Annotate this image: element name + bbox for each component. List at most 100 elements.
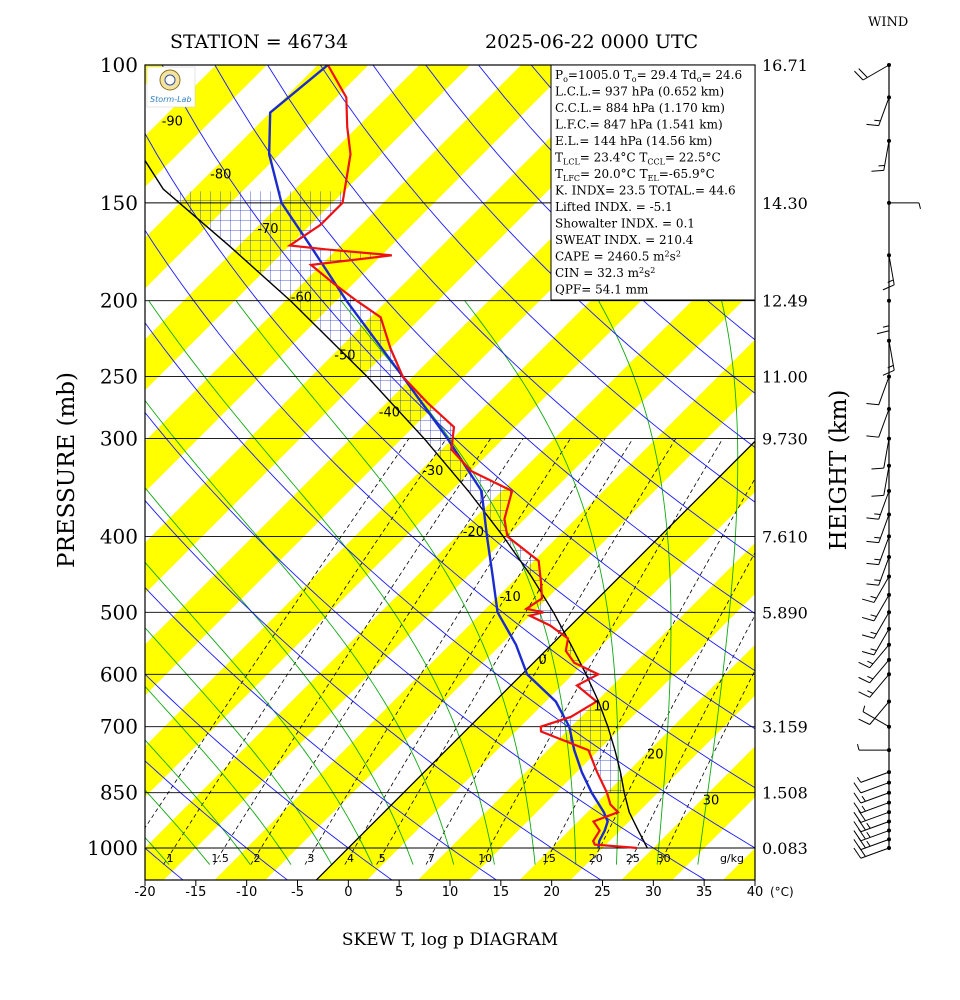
height-tick-label: 0.083	[762, 839, 808, 858]
mixing-ratio-label: 4	[347, 852, 354, 865]
wind-barb-half	[874, 119, 881, 122]
mixing-ratio-line	[213, 438, 491, 865]
wind-barb-half	[887, 279, 894, 283]
temperature-tick-label: -20	[134, 885, 155, 900]
temperature-tick-label: -5	[291, 885, 304, 900]
pressure-tick-label: 250	[100, 365, 138, 389]
dry-adiabat	[758, 29, 960, 880]
height-tick-label: 3.159	[762, 718, 808, 737]
isotherm-label: -80	[210, 168, 231, 183]
wind-barb-flag	[853, 782, 862, 794]
wind-barb-shaft	[883, 438, 890, 469]
isotherm-band	[621, 746, 755, 880]
pressure-tick-label: 300	[100, 427, 138, 451]
moist-adiabat	[145, 487, 414, 865]
mixing-ratio-line	[163, 438, 447, 865]
mixing-ratio-line	[544, 477, 755, 865]
pressure-tick-label: 600	[100, 662, 138, 686]
wind-barb-flag	[866, 435, 879, 438]
mixing-ratio-label: 7	[428, 852, 435, 865]
wind-barb-shaft	[883, 465, 890, 496]
mixing-ratio-label: 5	[379, 852, 386, 865]
wind-barb-half	[882, 325, 890, 328]
isotherm-labels: -90 -80 -70 -60 -50 -40 -30 -20 -10 0 10 20 30	[162, 114, 720, 808]
wind-barb-half	[866, 831, 871, 838]
isotherm-label: -70	[257, 222, 278, 237]
mixing-ratio-line	[250, 438, 524, 865]
zero-isotherm-line	[315, 440, 755, 880]
wind-barb-shaft	[869, 701, 890, 725]
pressure-axis-title: PRESSURE (mb)	[54, 372, 80, 568]
mixing-ratio-line	[425, 438, 677, 865]
moist-adiabat	[145, 789, 211, 865]
info-line: CAPE = 2460.5 m2s2	[555, 250, 681, 264]
wind-barb-flag	[861, 598, 875, 603]
wind-barb-shaft	[869, 659, 890, 684]
temperature-tick-label: 0	[344, 885, 352, 900]
temperature-curve	[286, 65, 638, 850]
dry-adiabat	[161, 65, 755, 672]
pressure-tick-label: 150	[100, 191, 138, 215]
temperature-tick-label: -10	[236, 885, 257, 900]
dewpoint-curve	[267, 65, 609, 849]
isobars	[145, 65, 755, 849]
wind-barb-flag	[858, 661, 870, 669]
wind-barb-flag	[861, 650, 875, 656]
mixing-ratio-label: 10	[478, 852, 492, 865]
height-tick-label: 11.00	[762, 368, 808, 387]
temperature-tick-label: 15	[493, 885, 510, 900]
wind-barb-flag	[871, 494, 884, 497]
mixing-ratio-label: 1.5	[211, 852, 229, 865]
wind-barb-half	[867, 690, 874, 694]
wind-barb-half	[856, 776, 862, 783]
isotherm-band	[723, 848, 755, 880]
wind-title: WIND	[868, 15, 908, 30]
wind-barb-shaft	[878, 408, 890, 438]
wind-barb-flag	[876, 330, 890, 335]
dry-adiabat	[145, 411, 707, 880]
info-line: TLFC= 20.0°C TEL=-65.9°C	[555, 167, 715, 183]
wind-barb-half	[857, 744, 860, 751]
svg-text:Storm-Lab: Storm-Lab	[150, 95, 192, 104]
moist-adiabat	[697, 300, 739, 865]
wind-barb-half	[887, 364, 894, 369]
mixing-ratio-label: 30	[657, 852, 671, 865]
pressure-tick-label: 500	[100, 600, 138, 624]
dry-adiabat	[145, 760, 289, 880]
temperature-tick-label: 20	[543, 885, 560, 900]
moist-adiabat	[145, 685, 292, 865]
mixing-ratio-unit: g/kg	[720, 852, 744, 865]
info-line: L.F.C.= 847 hPa (1.541 km)	[555, 118, 723, 132]
moist-adiabat	[145, 627, 333, 865]
wind-barb-half	[874, 579, 881, 582]
dry-adiabat	[145, 321, 755, 849]
wind-barb-flag	[853, 792, 862, 804]
diagram-title: SKEW T, log p DIAGRAM	[342, 930, 558, 950]
temperature-tick-label: 40	[747, 885, 764, 900]
wind-barb-flag	[871, 169, 884, 172]
isotherm-label: -60	[291, 290, 312, 305]
wind-barb-half	[918, 202, 921, 210]
info-line: E.L.= 144 hPa (14.56 km)	[555, 134, 712, 148]
dry-adiabat	[319, 65, 755, 503]
wind-barb-flag	[853, 811, 862, 823]
wind-barb-half	[870, 648, 877, 652]
info-line: K. INDX= 23.5 TOTAL.= 44.6	[555, 184, 736, 198]
isotherm-label: 30	[703, 794, 720, 809]
wind-barb-flag	[861, 634, 875, 639]
temperature-tick-label: -15	[185, 885, 206, 900]
wind-barb-flag	[866, 562, 879, 566]
temperature-unit: (°C)	[770, 885, 794, 899]
temperature-tick-label: 30	[645, 885, 662, 900]
wind-barb-flag	[866, 583, 879, 586]
moist-adiabat	[464, 300, 619, 865]
wind-barb-half	[874, 513, 881, 515]
isotherm-label: -50	[334, 349, 355, 364]
isotherm-label: -30	[422, 464, 443, 479]
isotherm-label: -20	[463, 525, 484, 540]
wind-barb-half	[862, 705, 866, 712]
info-line: TLCL= 23.4°C TCCL= 22.5°C	[555, 151, 721, 167]
cape-hatch	[165, 191, 625, 793]
